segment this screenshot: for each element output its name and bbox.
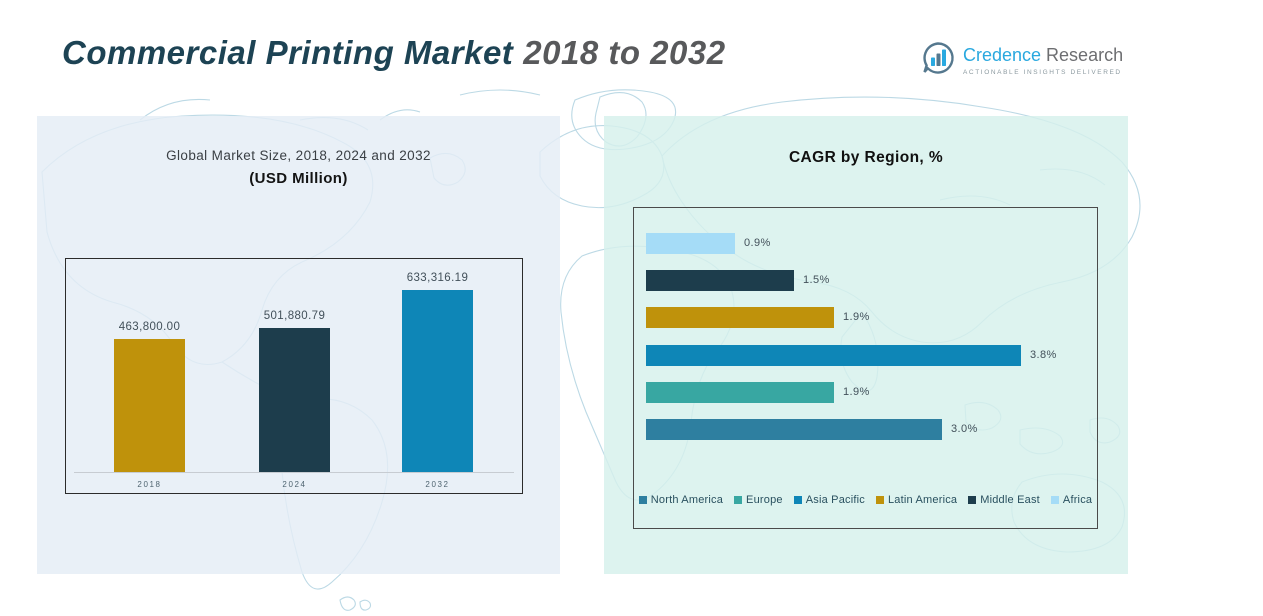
cagr-panel: CAGR by Region, % North America Europe Asi… (604, 116, 1128, 574)
column-bar-2024 (259, 328, 330, 472)
legend-label: Asia Pacific (805, 494, 865, 506)
region-bar-africa (646, 233, 735, 254)
logo-word-research: Research (1046, 44, 1124, 65)
credence-research-logo: Credence Research Actionable Insights Del… (920, 40, 1123, 81)
legend-item-middle-east: Middle East (968, 494, 1040, 506)
legend-item-asia-pacific: Asia Pacific (793, 494, 865, 506)
x-axis-tick-label: 2018 (137, 480, 162, 489)
legend-label: Middle East (980, 494, 1040, 506)
x-axis-line (74, 472, 514, 473)
column-bar-2032 (402, 290, 473, 472)
cagr-legend: North America Europe Asia Pacific Latin Ame… (634, 494, 1097, 506)
cagr-chart-title: CAGR by Region, % (788, 149, 944, 166)
column-value-label: 501,880.79 (263, 310, 326, 322)
logo-text: Credence Research Actionable Insights Del… (963, 46, 1123, 76)
market-size-chart-unit: (USD Million) (249, 170, 348, 187)
legend-swatch-icon (875, 496, 884, 504)
legend-item-africa: Africa (1050, 494, 1093, 506)
region-bar-asia-pacific (646, 345, 1021, 366)
legend-item-north-america: North America (638, 494, 724, 506)
market-size-chart-title: Global Market Size, 2018, 2024 and 2032 (166, 148, 431, 163)
region-bar-latin-america (646, 307, 834, 328)
market-size-panel: Global Market Size, 2018, 2024 and 2032 … (37, 116, 560, 574)
column-value-label: 633,316.19 (406, 272, 469, 284)
page-title: Commercial Printing Market 2018 to 2032 (62, 34, 726, 72)
x-axis-tick-label: 2024 (282, 480, 307, 489)
legend-label: Africa (1062, 494, 1093, 506)
legend-swatch-icon (793, 496, 802, 504)
legend-label: North America (650, 494, 724, 506)
bar-chart-bubble-icon (920, 40, 956, 81)
region-bar-north-america (646, 419, 942, 440)
region-bar-value-label: 3.0% (951, 423, 978, 435)
region-bar-middle-east (646, 270, 794, 291)
region-bar-value-label: 3.8% (1030, 349, 1057, 361)
page-title-period: 2018 to 2032 (523, 34, 726, 71)
region-bar-value-label: 1.9% (843, 386, 870, 398)
logo-word-credence: Credence (963, 44, 1042, 65)
region-bar-europe (646, 382, 834, 403)
cagr-chart-plot-area: North America Europe Asia Pacific Latin Ame… (633, 207, 1098, 529)
legend-swatch-icon (638, 496, 647, 504)
legend-item-latin-america: Latin America (875, 494, 958, 506)
logo-brand-name: Credence Research (963, 45, 1123, 65)
legend-swatch-icon (734, 496, 743, 504)
x-axis-tick-label: 2032 (425, 480, 450, 489)
legend-label: Latin America (887, 494, 958, 506)
column-bar-2018 (114, 339, 185, 472)
page-title-main: Commercial Printing Market (62, 34, 514, 71)
legend-label: Europe (746, 494, 783, 506)
region-bar-value-label: 1.9% (843, 311, 870, 323)
column-value-label: 463,800.00 (118, 321, 181, 333)
legend-item-europe: Europe (734, 494, 783, 506)
region-bar-value-label: 1.5% (803, 274, 830, 286)
logo-tagline: Actionable Insights Delivered (963, 68, 1122, 76)
legend-swatch-icon (968, 496, 977, 504)
region-bar-value-label: 0.9% (744, 237, 771, 249)
market-size-chart-plot-area: 463,800.00 2018 501,880.79 2024 633,316.19 20… (65, 258, 523, 494)
legend-swatch-icon (1050, 496, 1059, 504)
